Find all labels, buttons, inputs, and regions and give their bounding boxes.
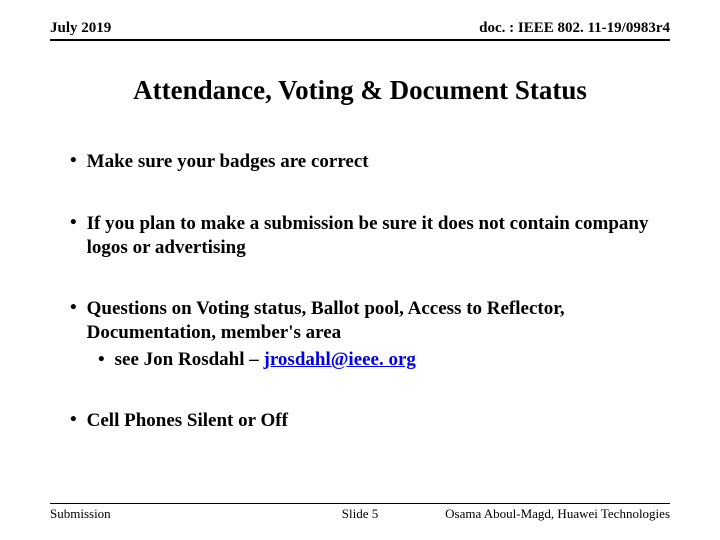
bullet-1: • Make sure your badges are correct bbox=[70, 150, 660, 174]
bullet-3-sub-text: see Jon Rosdahl – jrosdahl@ieee. org bbox=[115, 349, 416, 371]
bullet-2-text: If you plan to make a submission be sure… bbox=[87, 212, 660, 260]
bullet-3: • Questions on Voting status, Ballot poo… bbox=[70, 297, 660, 345]
sub-prefix: see Jon Rosdahl – bbox=[115, 349, 264, 370]
content: • Make sure your badges are correct • If… bbox=[70, 150, 660, 433]
bullet-dot-icon: • bbox=[98, 349, 105, 371]
bullet-dot-icon: • bbox=[70, 150, 77, 174]
bullet-3-text: Questions on Voting status, Ballot pool,… bbox=[87, 297, 660, 345]
bullet-dot-icon: • bbox=[70, 297, 77, 345]
bullet-1-text: Make sure your badges are correct bbox=[87, 150, 369, 174]
bullet-3-sub: • see Jon Rosdahl – jrosdahl@ieee. org bbox=[98, 349, 660, 371]
bullet-2: • If you plan to make a submission be su… bbox=[70, 212, 660, 260]
header-docref: doc. : IEEE 802. 11-19/0983r4 bbox=[479, 20, 670, 37]
bullet-4-text: Cell Phones Silent or Off bbox=[87, 409, 288, 433]
header-date: July 2019 bbox=[50, 20, 111, 37]
footer: Submission Slide 5 Osama Aboul-Magd, Hua… bbox=[50, 503, 670, 522]
footer-right: Osama Aboul-Magd, Huawei Technologies bbox=[445, 506, 670, 522]
bullet-4: • Cell Phones Silent or Off bbox=[70, 409, 660, 433]
email-link[interactable]: jrosdahl@ieee. org bbox=[264, 349, 416, 370]
bullet-dot-icon: • bbox=[70, 409, 77, 433]
header: July 2019 doc. : IEEE 802. 11-19/0983r4 bbox=[50, 20, 670, 41]
page-title: Attendance, Voting & Document Status bbox=[0, 75, 720, 106]
footer-left: Submission bbox=[50, 506, 111, 522]
bullet-dot-icon: • bbox=[70, 212, 77, 260]
